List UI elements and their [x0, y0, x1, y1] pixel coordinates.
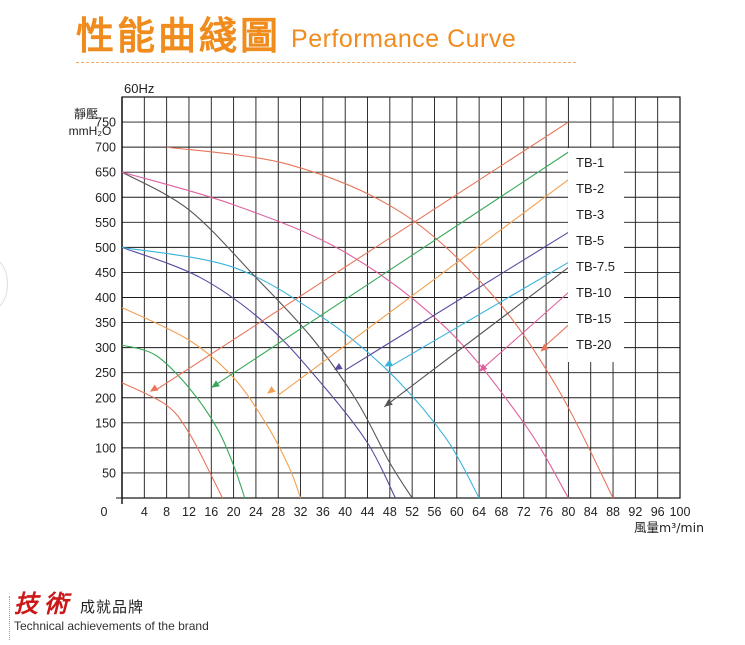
x-tick-label: 96 [651, 505, 665, 519]
x-tick-label: 40 [338, 505, 352, 519]
header-divider [76, 62, 576, 63]
frequency-label: 60Hz [124, 81, 154, 96]
x-tick-label: 16 [204, 505, 218, 519]
x-tick-label: 12 [182, 505, 196, 519]
x-tick-label: 36 [316, 505, 330, 519]
x-tick-label: 92 [628, 505, 642, 519]
legend-item: TB-10 [576, 285, 611, 300]
system-line-arrow [267, 386, 276, 394]
system-line [389, 261, 569, 368]
x-tick-label: 56 [428, 505, 442, 519]
y-tick-label: 450 [95, 266, 116, 280]
x-tick-label: 88 [606, 505, 620, 519]
system-line [478, 292, 569, 373]
performance-curve [121, 171, 413, 499]
x-tick-label: 84 [584, 505, 598, 519]
page-title-cn: 性能曲綫圖 [76, 14, 282, 58]
legend-item: TB-7.5 [576, 259, 615, 274]
performance-curve [121, 344, 246, 499]
legend-item: TB-1 [576, 155, 604, 170]
y-tick-label: 600 [95, 191, 116, 205]
x-tick-label: 32 [294, 505, 308, 519]
y-tick-label: 250 [95, 366, 116, 380]
legend-box [568, 148, 624, 362]
x-tick-label: 76 [539, 505, 553, 519]
legend-item: TB-20 [576, 337, 611, 352]
brand-block: 技術 成就品牌 Technical achievements of the br… [14, 589, 209, 634]
system-line-arrow [384, 399, 393, 407]
x-tick-label: 8 [163, 505, 170, 519]
y-tick-label: 750 [95, 116, 116, 130]
legend-item: TB-5 [576, 233, 604, 248]
system-line-arrow [149, 384, 159, 392]
x-tick-label: 20 [227, 505, 241, 519]
legend-item: TB-3 [576, 207, 604, 222]
x-tick-label: 0 [101, 505, 108, 519]
x-axis-label: 風量m³/min [634, 520, 704, 535]
page-header: 性能曲綫圖 Performance Curve [76, 14, 516, 58]
y-axis-label-unit: mmH₂O [69, 124, 112, 138]
performance-curve [166, 146, 614, 499]
x-tick-label: 24 [249, 505, 263, 519]
x-tick-label: 68 [494, 505, 508, 519]
performance-curve [121, 171, 569, 499]
system-line [277, 179, 569, 396]
y-tick-label: 50 [102, 466, 116, 480]
system-line-arrow [540, 343, 549, 352]
x-tick-label: 44 [361, 505, 375, 519]
x-tick-label: 48 [383, 505, 397, 519]
system-line [344, 231, 569, 371]
x-tick-label: 4 [141, 505, 148, 519]
x-tick-label: 52 [405, 505, 419, 519]
y-tick-label: 300 [95, 341, 116, 355]
performance-curve [121, 246, 396, 499]
performance-chart: 5010015020025030035040045050055060065070… [69, 81, 704, 535]
brand-divider [9, 596, 10, 640]
system-line-arrow [479, 363, 488, 372]
y-tick-label: 700 [95, 141, 116, 155]
page-title-en: Performance Curve [291, 25, 517, 53]
brand-name-cn: 技術 [14, 589, 74, 618]
y-tick-label: 650 [95, 166, 116, 180]
y-tick-label: 550 [95, 216, 116, 230]
y-tick-label: 200 [95, 391, 116, 405]
x-tick-label: 28 [271, 505, 285, 519]
y-tick-label: 150 [95, 416, 116, 430]
performance-curve [121, 246, 480, 499]
brand-tagline-en: Technical achievements of the brand [14, 619, 209, 633]
y-tick-label: 500 [95, 241, 116, 255]
system-line-arrow [384, 359, 393, 367]
y-tick-label: 400 [95, 291, 116, 305]
system-line [155, 121, 569, 391]
system-line [210, 151, 569, 389]
performance-curve [121, 382, 223, 499]
system-line [545, 324, 569, 346]
y-tick-label: 100 [95, 441, 116, 455]
x-tick-label: 72 [517, 505, 531, 519]
x-tick-label: 100 [670, 505, 691, 519]
system-line-arrow [334, 362, 343, 371]
legend-item: TB-2 [576, 181, 604, 196]
system-line-arrow [211, 380, 220, 388]
brand-sub-cn: 成就品牌 [80, 598, 145, 616]
x-tick-label: 64 [472, 505, 486, 519]
y-tick-label: 350 [95, 316, 116, 330]
system-line [383, 266, 569, 408]
x-tick-label: 80 [561, 505, 575, 519]
performance-curve [121, 307, 302, 499]
legend-item: TB-15 [576, 311, 611, 326]
x-tick-label: 60 [450, 505, 464, 519]
y-axis-label-cn: 靜壓 [74, 107, 98, 121]
